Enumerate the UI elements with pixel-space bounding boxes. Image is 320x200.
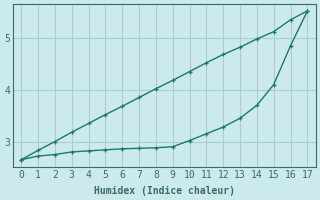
X-axis label: Humidex (Indice chaleur): Humidex (Indice chaleur) xyxy=(94,186,235,196)
